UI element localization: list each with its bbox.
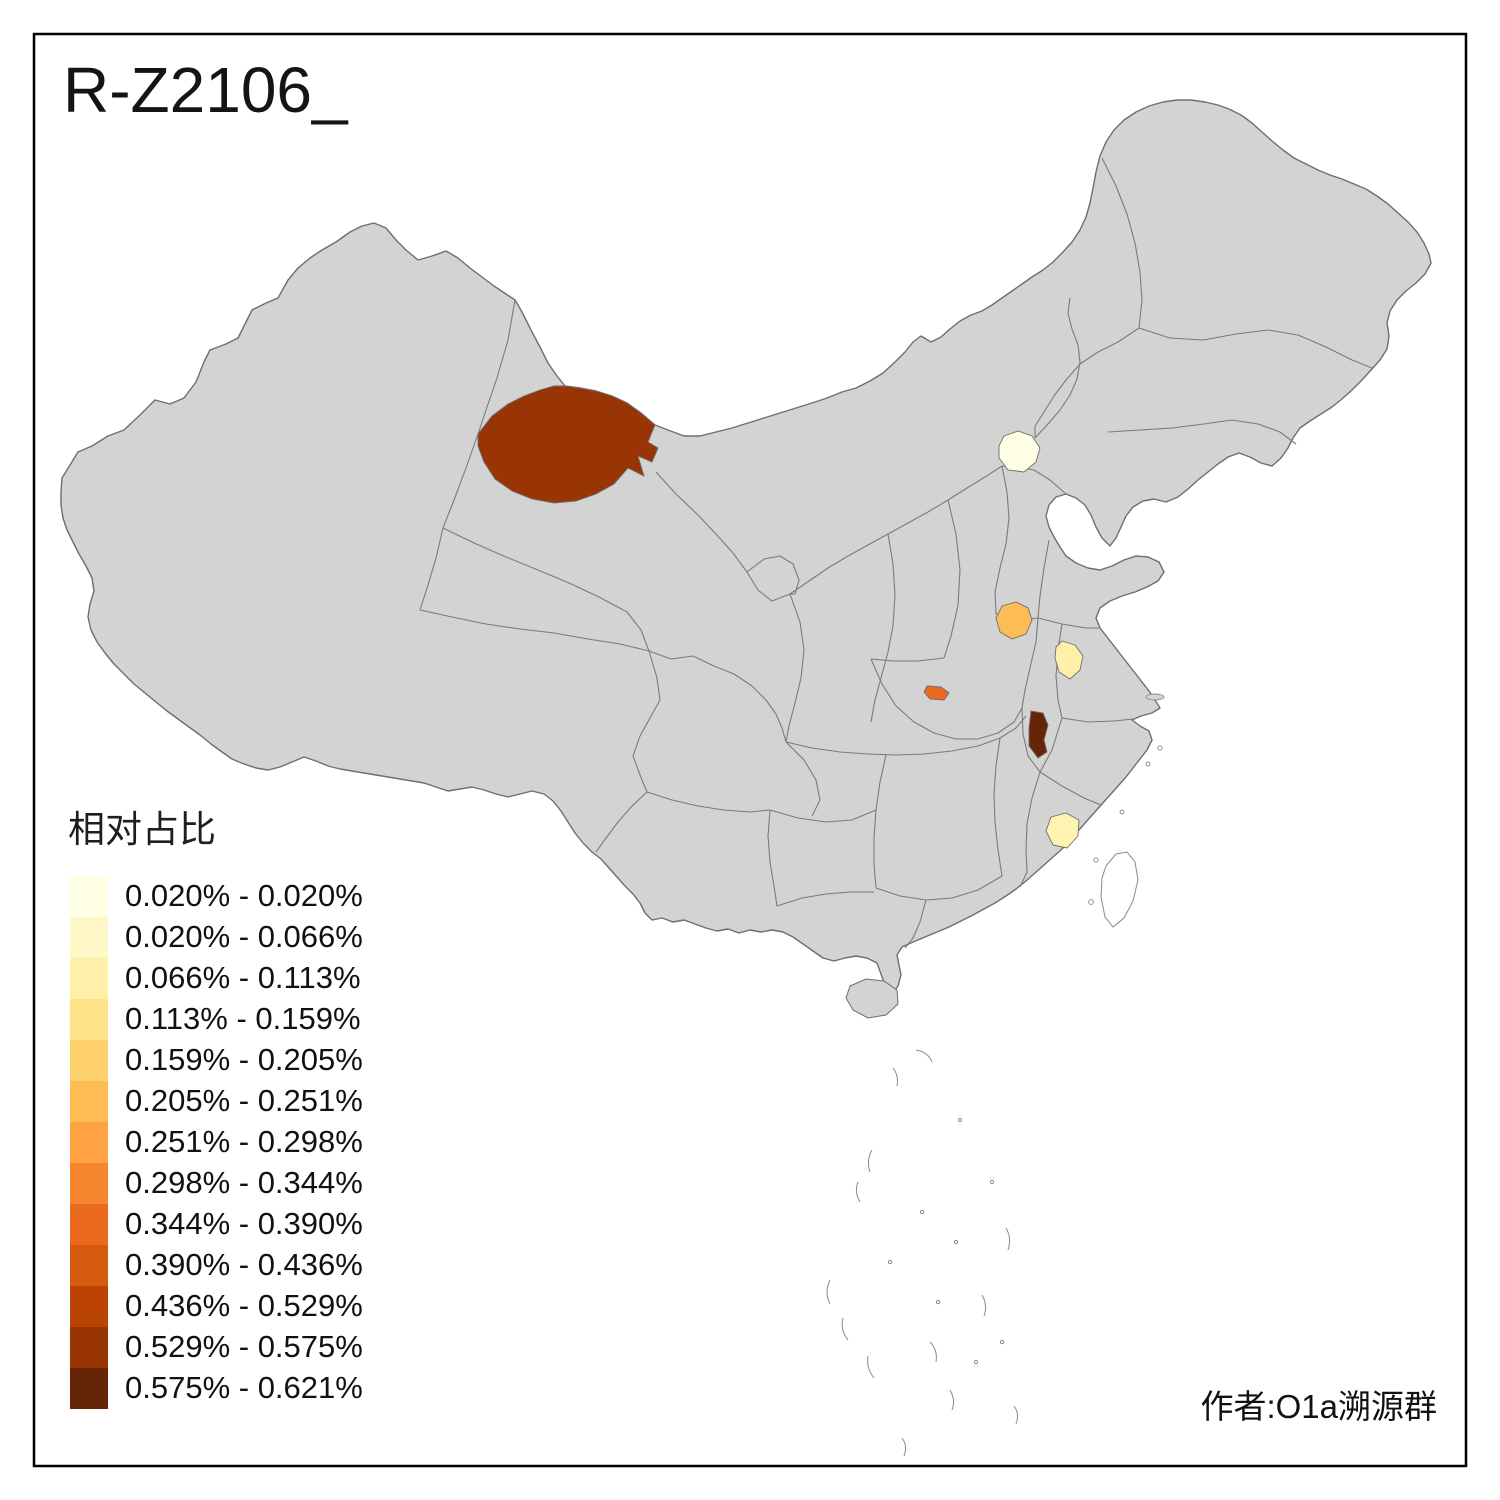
legend-item: 0.575% - 0.621%	[70, 1368, 363, 1409]
legend-item: 0.205% - 0.251%	[70, 1081, 363, 1122]
legend: 相对占比 0.020% - 0.020% 0.020% - 0.066% 0.0…	[68, 809, 363, 1409]
legend-swatch	[70, 958, 108, 999]
figure-title: R-Z2106_	[63, 54, 349, 126]
legend-label: 0.251% - 0.298%	[125, 1124, 363, 1159]
legend-swatch	[70, 1368, 108, 1409]
legend-swatch	[70, 1040, 108, 1081]
legend-label: 0.575% - 0.621%	[125, 1370, 363, 1405]
map-region-4	[1054, 640, 1084, 680]
china-landmass	[60, 99, 1432, 995]
legend-swatch	[70, 999, 108, 1040]
plot-border	[32, 32, 1468, 1468]
legend-label: 0.020% - 0.066%	[125, 919, 363, 954]
legend-swatch	[70, 876, 108, 917]
legend-title: 相对占比	[68, 809, 216, 850]
legend-swatch	[70, 1204, 108, 1245]
legend-item: 0.020% - 0.066%	[70, 917, 363, 958]
legend-swatch	[70, 1245, 108, 1286]
legend-swatch	[70, 1122, 108, 1163]
legend-label: 0.298% - 0.344%	[125, 1165, 363, 1200]
legend-item: 0.251% - 0.298%	[70, 1122, 363, 1163]
map-region-6	[1028, 710, 1049, 759]
legend-label: 0.020% - 0.020%	[125, 878, 363, 913]
south-china-sea-islands	[826, 1049, 1019, 1457]
legend-swatch	[70, 1327, 108, 1368]
legend-swatch	[70, 1163, 108, 1204]
map-region-2	[998, 430, 1041, 473]
legend-item: 0.344% - 0.390%	[70, 1204, 363, 1245]
map-region-5	[923, 685, 950, 701]
attribution: 作者:O1a溯源群	[1200, 1388, 1437, 1425]
legend-item: 0.066% - 0.113%	[70, 958, 361, 999]
coastal-islets	[1088, 693, 1165, 905]
map-region-3	[995, 601, 1033, 640]
map-region-7	[1045, 812, 1080, 849]
taiwan-island	[1100, 851, 1139, 928]
legend-label: 0.344% - 0.390%	[125, 1206, 363, 1241]
legend-item: 0.529% - 0.575%	[70, 1327, 363, 1368]
legend-item: 0.159% - 0.205%	[70, 1040, 363, 1081]
legend-item: 0.436% - 0.529%	[70, 1286, 363, 1327]
legend-item: 0.113% - 0.159%	[70, 999, 361, 1040]
legend-swatch	[70, 917, 108, 958]
hainan-island	[845, 978, 899, 1019]
legend-label: 0.113% - 0.159%	[125, 1001, 361, 1036]
legend-label: 0.205% - 0.251%	[125, 1083, 363, 1118]
province-borders	[419, 157, 1373, 949]
legend-item: 0.298% - 0.344%	[70, 1163, 363, 1204]
map-region-1	[477, 385, 659, 504]
legend-swatch	[70, 1081, 108, 1122]
legend-swatch	[70, 1286, 108, 1327]
legend-item: 0.390% - 0.436%	[70, 1245, 363, 1286]
legend-label: 0.159% - 0.205%	[125, 1042, 363, 1077]
legend-label: 0.390% - 0.436%	[125, 1247, 363, 1282]
legend-label: 0.066% - 0.113%	[125, 960, 361, 995]
legend-item: 0.020% - 0.020%	[70, 876, 363, 917]
legend-label: 0.436% - 0.529%	[125, 1288, 363, 1323]
legend-label: 0.529% - 0.575%	[125, 1329, 363, 1364]
